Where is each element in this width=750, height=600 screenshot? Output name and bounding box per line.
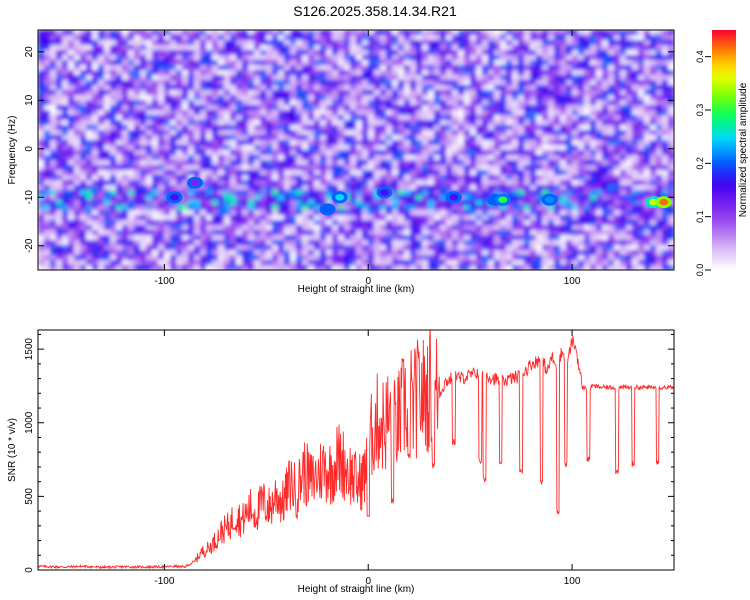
snr-x-ticks: -100 0 100 bbox=[154, 330, 581, 587]
signal-blob-core bbox=[498, 196, 508, 203]
colorbar: 0.0 0.1 0.2 0.3 0.4 Normalized spectral ampl… bbox=[695, 30, 749, 276]
snr-y-tick-label: 1000 bbox=[24, 411, 35, 434]
signal-blob-core bbox=[545, 196, 555, 203]
heatmap-y-tick-label: -20 bbox=[24, 238, 35, 253]
snr-series-line bbox=[38, 330, 674, 570]
heatmap-x-tick-label: -100 bbox=[154, 276, 174, 287]
signal-blob-core bbox=[170, 194, 180, 201]
snr-y-axis-label: SNR (10 * v/v) bbox=[7, 418, 18, 482]
signal-blob-core bbox=[659, 198, 669, 206]
signal-blob-core bbox=[322, 206, 332, 213]
snr-y-ticks: 0 500 1000 1500 bbox=[24, 333, 674, 573]
snr-y-tick-label: 500 bbox=[24, 488, 35, 505]
colorbar-label: Normalized spectral amplitude bbox=[738, 82, 749, 217]
snr-y-tick-label: 1500 bbox=[24, 338, 35, 361]
heatmap-x-tick-label: 100 bbox=[564, 276, 581, 287]
heatmap-x-axis-label: Height of straight line (km) bbox=[298, 284, 415, 295]
signal-blob-core bbox=[335, 194, 345, 201]
figure-title: S126.2025.358.14.34.R21 bbox=[293, 3, 457, 19]
snr-x-tick-label: 0 bbox=[365, 576, 371, 587]
snr-background bbox=[38, 330, 674, 570]
snr-frame bbox=[37, 329, 675, 571]
heatmap-frame bbox=[37, 29, 675, 271]
signal-blob-core bbox=[449, 194, 459, 201]
colorbar-scale bbox=[712, 30, 736, 270]
heatmap-y-tick-label: 20 bbox=[24, 46, 35, 58]
colorbar-tick-label: 0.0 bbox=[695, 264, 705, 277]
heatmap-x-ticks: -100 0 100 bbox=[154, 30, 581, 287]
snr-x-axis-label: Height of straight line (km) bbox=[298, 584, 415, 595]
heatmap-y-axis-label: Frequency (Hz) bbox=[7, 116, 18, 185]
heatmap-y-tick-label: 10 bbox=[24, 94, 35, 106]
colorbar-tick-label: 0.4 bbox=[695, 50, 705, 63]
heatmap-cells bbox=[38, 30, 674, 270]
signal-blob-core bbox=[380, 189, 390, 196]
snr-y-tick-label: 0 bbox=[24, 567, 35, 573]
snr-x-tick-label: 100 bbox=[564, 576, 581, 587]
heatmap-y-tick-label: 0 bbox=[24, 146, 35, 152]
colorbar-tick-label: 0.2 bbox=[695, 157, 705, 170]
heatmap-y-ticks: 20 10 0 -10 -20 bbox=[24, 46, 674, 253]
colorbar-tick-label: 0.3 bbox=[695, 104, 705, 117]
heatmap-signal-blobs bbox=[166, 176, 672, 216]
heatmap-x-tick-label: 0 bbox=[365, 276, 371, 287]
colorbar-ticks: 0.0 0.1 0.2 0.3 0.4 bbox=[695, 50, 711, 276]
colorbar-tick-label: 0.1 bbox=[695, 210, 705, 223]
signal-blob-core bbox=[190, 179, 200, 186]
snr-x-tick-label: -100 bbox=[154, 576, 174, 587]
snr-panel: -100 0 100 0 500 1000 1500 Height of straight… bbox=[7, 329, 675, 595]
signal-blob-core bbox=[649, 198, 659, 206]
heatmap-y-tick-label: -10 bbox=[24, 190, 35, 205]
